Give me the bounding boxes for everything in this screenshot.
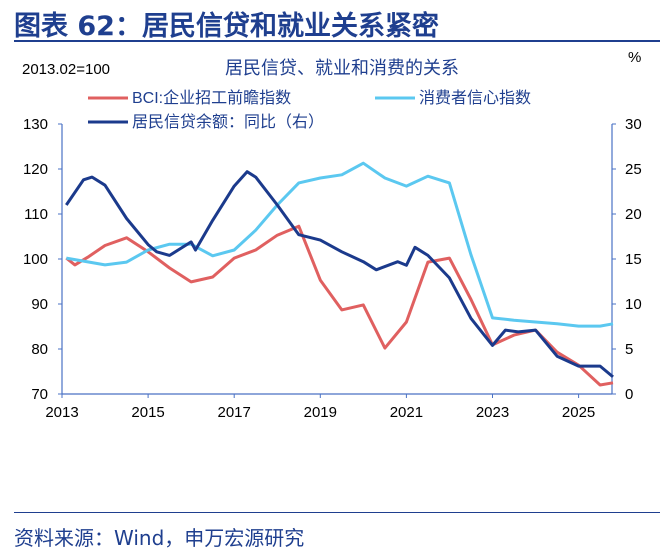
x-tick-label: 2025 bbox=[562, 404, 595, 421]
source-rule bbox=[14, 512, 660, 513]
source-note: 资料来源：Wind，申万宏源研究 bbox=[14, 526, 305, 550]
right-tick-label: 15 bbox=[625, 251, 642, 268]
left-tick-label: 70 bbox=[31, 386, 48, 403]
legend-label-1: BCI:企业招工前瞻指数 bbox=[132, 89, 291, 107]
legend-label-3: 居民信贷余额：同比（右） bbox=[132, 112, 324, 131]
left-axis-note: 2013.02=100 bbox=[22, 61, 110, 78]
right-tick-label: 10 bbox=[625, 296, 642, 313]
left-tick-label: 100 bbox=[23, 251, 48, 268]
series-line-3 bbox=[65, 170, 614, 379]
x-tick-label: 2019 bbox=[304, 404, 337, 421]
right-tick-label: 0 bbox=[625, 386, 633, 403]
x-tick-label: 2021 bbox=[390, 404, 423, 421]
left-tick-label: 110 bbox=[24, 206, 48, 223]
right-tick-label: 30 bbox=[625, 116, 642, 133]
chart-title: 居民信贷、就业和消费的关系 bbox=[225, 58, 459, 78]
left-tick-label: 130 bbox=[23, 116, 48, 133]
title-rule bbox=[14, 40, 660, 42]
x-tick-label: 2017 bbox=[218, 404, 251, 421]
left-tick-label: 120 bbox=[23, 161, 48, 178]
figure-title: 图表 62：居民信贷和就业关系紧密 bbox=[14, 11, 439, 42]
line-chart: 2013.02=100 居民信贷、就业和消费的关系 % BCI:企业招工前瞻指数… bbox=[22, 49, 642, 421]
right-tick-label: 5 bbox=[625, 341, 633, 358]
x-tick-label: 2023 bbox=[476, 404, 509, 421]
right-axis-unit: % bbox=[628, 49, 641, 66]
right-tick-label: 25 bbox=[625, 161, 642, 178]
left-tick-label: 90 bbox=[31, 296, 48, 313]
x-tick-label: 2015 bbox=[131, 404, 164, 421]
series-line-2 bbox=[66, 161, 614, 328]
series-lines bbox=[65, 161, 614, 387]
x-tick-label: 2013 bbox=[45, 404, 78, 421]
legend-label-2: 消费者信心指数 bbox=[419, 89, 531, 107]
left-tick-label: 80 bbox=[31, 341, 48, 358]
right-tick-label: 20 bbox=[625, 206, 642, 223]
